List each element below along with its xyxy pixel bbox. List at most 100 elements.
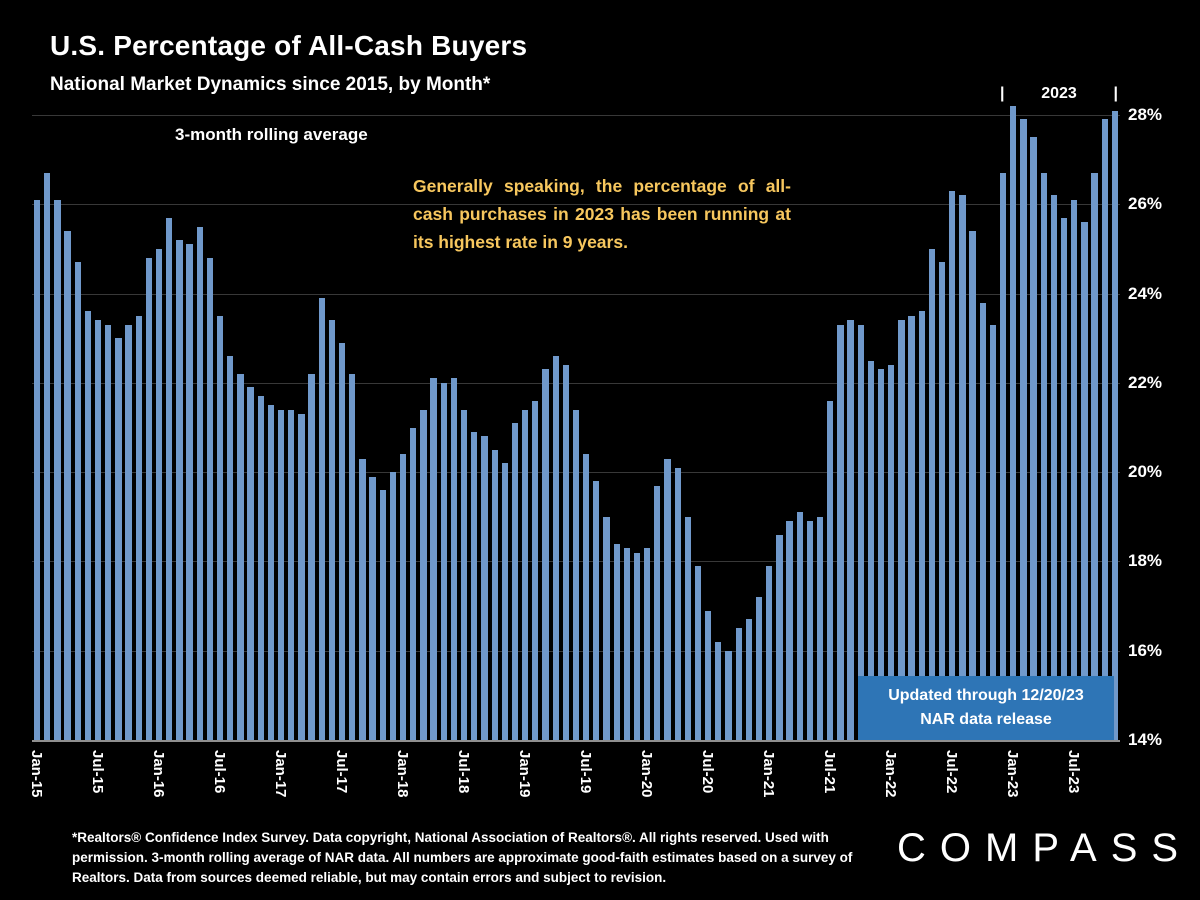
bar-Aug-23 xyxy=(1081,222,1088,740)
bar-Aug-15 xyxy=(105,324,112,740)
bar-Jun-18 xyxy=(450,378,458,740)
bar-May-18 xyxy=(440,382,447,740)
y-axis-label: 20% xyxy=(1128,462,1163,482)
x-axis-label: Jul-16 xyxy=(211,750,229,794)
bar-Apr-18 xyxy=(430,378,437,740)
bar-Jan-16 xyxy=(155,248,163,740)
bar-Mar-16 xyxy=(176,240,183,740)
bar-Apr-19 xyxy=(552,356,559,740)
bar-Sep-18 xyxy=(481,436,488,740)
bar-Feb-21 xyxy=(776,534,783,740)
bar-Sep-15 xyxy=(115,338,122,740)
bar-Jan-17 xyxy=(277,409,285,740)
bar-Nov-16 xyxy=(257,396,264,740)
bar-Aug-19 xyxy=(593,481,600,740)
bar-Feb-15 xyxy=(44,173,51,740)
bar-Nov-19 xyxy=(623,548,630,740)
bar-Jul-23 xyxy=(1071,199,1078,740)
bar-May-21 xyxy=(806,521,813,740)
bar-Jul-17 xyxy=(338,342,346,740)
bar-May-22 xyxy=(928,248,936,740)
bar-Feb-23 xyxy=(1020,119,1027,740)
bar-Aug-18 xyxy=(471,431,478,740)
bar-Aug-17 xyxy=(349,373,356,740)
update-info-line1: Updated through 12/20/23 xyxy=(888,687,1084,704)
y-axis-label: 26% xyxy=(1128,194,1163,214)
y-axis-label: 28% xyxy=(1128,105,1163,124)
year-marker-right-tick: | xyxy=(1113,85,1118,102)
bar-Mar-15 xyxy=(54,199,61,740)
x-axis-label: Jan-16 xyxy=(150,750,168,798)
year-marker-left-tick: | xyxy=(1000,85,1005,102)
bar-Sep-17 xyxy=(359,458,366,740)
gridline xyxy=(32,293,1120,295)
bar-Dec-18 xyxy=(511,423,519,740)
bar-Jul-20 xyxy=(705,610,712,740)
bar-Aug-21 xyxy=(837,324,844,740)
update-info-line2: NAR data release xyxy=(920,711,1052,728)
bar-Mar-17 xyxy=(298,414,305,740)
bar-Mar-20 xyxy=(664,458,671,740)
x-axis-label: Jul-18 xyxy=(455,750,473,794)
bar-Sep-19 xyxy=(603,516,610,740)
bar-Jun-17 xyxy=(328,320,336,740)
bar-Dec-20 xyxy=(755,597,763,740)
bar-Aug-22 xyxy=(959,195,966,740)
x-axis-label: Jul-23 xyxy=(1065,750,1083,794)
footnote-disclaimer: *Realtors® Confidence Index Survey. Data… xyxy=(72,830,853,885)
bar-Nov-15 xyxy=(135,315,142,740)
gridline xyxy=(32,650,1120,652)
bar-Feb-18 xyxy=(410,427,417,740)
bar-Dec-19 xyxy=(633,552,641,740)
update-info-box: Updated through 12/20/23 NAR data releas… xyxy=(858,676,1114,740)
bar-Oct-19 xyxy=(613,543,620,740)
bar-Feb-17 xyxy=(288,409,295,740)
gridline xyxy=(32,561,1120,563)
bar-Jul-18 xyxy=(460,409,468,740)
bar-Jun-16 xyxy=(206,257,214,740)
bar-May-20 xyxy=(684,516,691,740)
x-axis-label: Jan-23 xyxy=(1004,750,1022,798)
bar-Nov-17 xyxy=(379,490,386,740)
bar-Jan-21 xyxy=(766,565,773,740)
bar-Oct-18 xyxy=(491,449,498,740)
rolling-average-label: 3-month rolling average xyxy=(175,125,368,144)
bar-Sep-23 xyxy=(1091,173,1098,740)
bar-Oct-15 xyxy=(125,324,132,740)
bar-Jan-18 xyxy=(399,454,407,740)
bar-Feb-19 xyxy=(532,400,539,740)
bar-Dec-17 xyxy=(389,472,397,740)
page-title: U.S. Percentage of All-Cash Buyers xyxy=(50,30,528,61)
bar-Jul-16 xyxy=(216,315,224,740)
x-axis-label: Jul-15 xyxy=(89,750,107,794)
bar-Sep-22 xyxy=(969,231,976,740)
bar-May-17 xyxy=(318,298,325,740)
bar-Sep-20 xyxy=(725,650,732,740)
bar-Jan-15 xyxy=(33,199,41,740)
bar-Oct-23 xyxy=(1101,119,1108,740)
x-axis-label: Jan-21 xyxy=(760,750,778,798)
bar-Jul-22 xyxy=(949,190,956,740)
x-axis-label: Jan-19 xyxy=(516,750,534,798)
bar-Mar-23 xyxy=(1030,137,1037,740)
bar-Oct-22 xyxy=(979,302,986,740)
bar-May-19 xyxy=(562,365,569,740)
x-axis-label: Jan-20 xyxy=(638,750,656,798)
bar-Apr-16 xyxy=(186,244,193,740)
bar-Aug-20 xyxy=(715,641,722,740)
gridline xyxy=(32,115,1120,116)
bar-Jun-15 xyxy=(84,311,92,740)
bar-Dec-15 xyxy=(145,257,153,740)
y-axis-label: 18% xyxy=(1128,551,1163,571)
x-axis-label: Jul-20 xyxy=(699,750,717,794)
gridline xyxy=(32,472,1120,474)
x-axis-label: Jul-19 xyxy=(577,750,595,794)
bar-Apr-20 xyxy=(674,467,681,740)
page-subtitle: National Market Dynamics since 2015, by … xyxy=(50,74,491,95)
y-axis-label: 24% xyxy=(1128,283,1163,303)
x-axis-label: Jan-17 xyxy=(272,750,290,798)
bar-Jun-19 xyxy=(572,409,580,740)
x-axis: Jan-15 Jul-15 Jan-16 Jul-16 Jan-17 Jul-17 Jan-… xyxy=(28,750,1120,822)
bar-Apr-15 xyxy=(64,231,71,740)
